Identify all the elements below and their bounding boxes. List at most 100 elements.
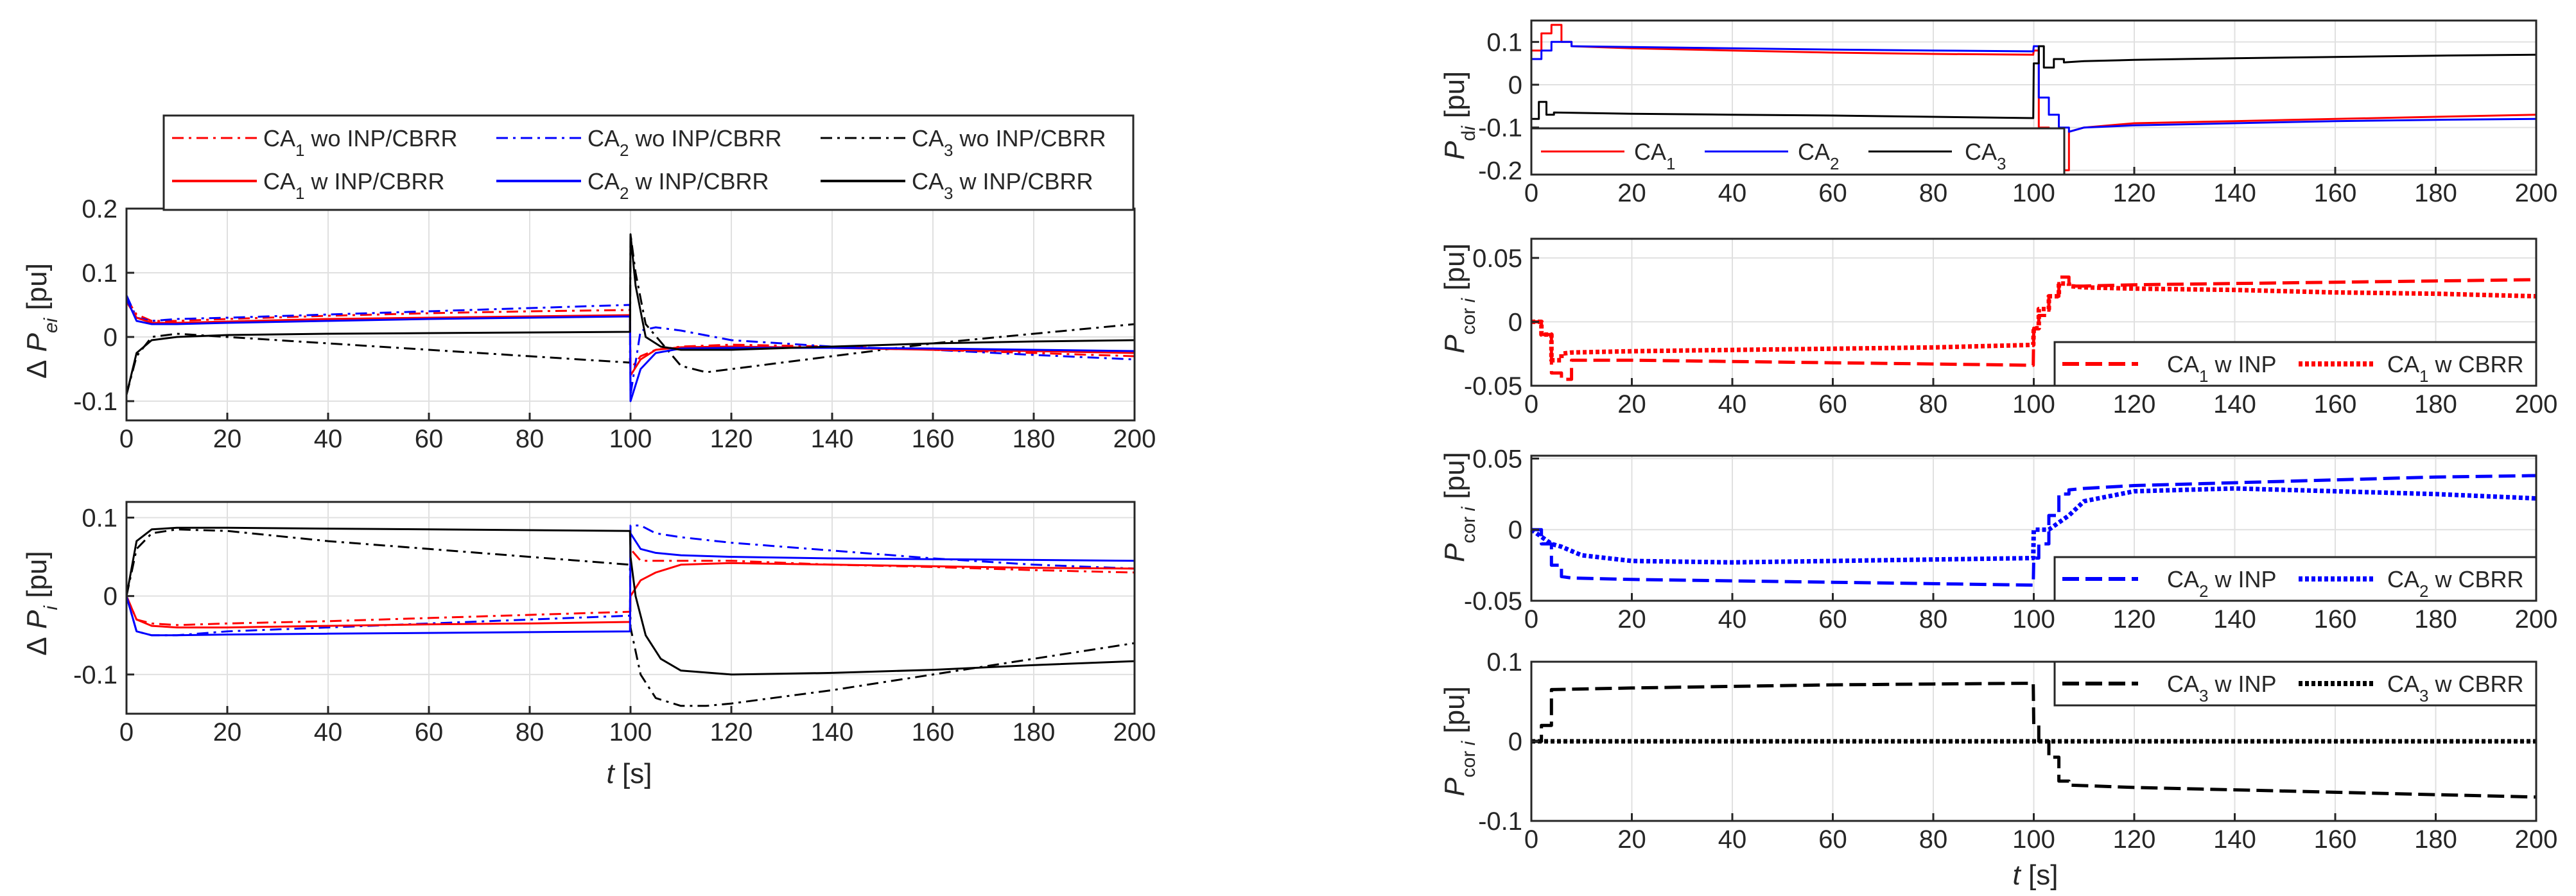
- legend: CA1 wo INP/CBRR CA2 wo INP/CBRR CA3 wo I…: [162, 114, 1135, 211]
- y-axis-label: Pdi [pu]: [1439, 71, 1479, 160]
- legend: CA3 w INP CA3 w CBRR: [2053, 660, 2537, 707]
- x-tick-label: 80: [516, 718, 544, 746]
- x-tick-label: 160: [912, 425, 955, 453]
- x-tick-label: 120: [2113, 390, 2156, 418]
- x-tick-label: 120: [2113, 179, 2156, 207]
- x-tick-label: 0: [119, 425, 134, 453]
- y-tick-label: -0.1: [73, 661, 117, 689]
- x-tick-label: 0: [1524, 179, 1538, 207]
- x-tick-label: 100: [2012, 605, 2055, 633]
- x-tick-label: 200: [2515, 390, 2558, 418]
- y-tick-label: 0.1: [1486, 648, 1522, 676]
- series-line-ca1-w-cbrr: [1531, 281, 2537, 363]
- x-tick-label: 200: [1113, 425, 1156, 453]
- y-tick-label: -0.1: [73, 388, 117, 416]
- y-tick-label: 0.1: [82, 259, 117, 288]
- x-tick-label: 80: [1919, 825, 1948, 854]
- plot-delta-p: 0 20 40 60 80 100 120 140 160 180 200 0.1 0 -0.1 Δ Pi…: [21, 501, 1156, 789]
- legend: CA2 w INP CA2 w CBRR: [2053, 556, 2537, 602]
- x-tick-label: 60: [1818, 605, 1847, 633]
- legend: CA1 w INP CA1 w CBRR: [2053, 341, 2537, 387]
- x-tick-label: 160: [2314, 179, 2357, 207]
- x-tick-label: 200: [2515, 825, 2558, 854]
- y-tick-label: -0.1: [1478, 114, 1522, 142]
- x-tick-label: 20: [1617, 605, 1646, 633]
- x-tick-label: 60: [1818, 390, 1847, 418]
- x-tick-label: 160: [912, 718, 955, 746]
- x-tick-label: 120: [710, 425, 753, 453]
- y-tick-label: 0: [1508, 728, 1522, 756]
- x-tick-label: 120: [710, 718, 753, 746]
- series-line-ca3-w-inp: [1531, 682, 2537, 799]
- y-axis-label: Δ Pei [pu]: [21, 263, 62, 379]
- y-tick-label: 0: [1508, 308, 1522, 336]
- x-tick-label: 140: [811, 425, 854, 453]
- x-tick-label: 100: [2012, 179, 2055, 207]
- x-tick-label: 100: [2012, 390, 2055, 418]
- series-line-ca3-w-inp-cbrr: [125, 526, 1135, 676]
- x-tick-label: 100: [609, 718, 652, 746]
- x-tick-label: 180: [2414, 390, 2457, 418]
- x-tick-label: 180: [1013, 425, 1056, 453]
- x-tick-label: 60: [1818, 179, 1847, 207]
- y-tick-label: 0.2: [82, 195, 117, 223]
- x-tick-label: 0: [1524, 605, 1538, 633]
- x-tick-label: 80: [516, 425, 544, 453]
- y-tick-label: 0: [103, 583, 117, 611]
- x-tick-label: 20: [213, 425, 242, 453]
- x-tick-label: 40: [314, 425, 343, 453]
- y-tick-label: -0.1: [1478, 807, 1522, 836]
- x-tick-label: 100: [2012, 825, 2055, 854]
- y-tick-label: 0.05: [1472, 245, 1522, 273]
- x-tick-label: 20: [213, 718, 242, 746]
- x-axis-label: t [s]: [2013, 859, 2058, 891]
- y-tick-label: 0.1: [82, 504, 117, 532]
- series-line-ca2-w-inp-cbrr: [125, 532, 1135, 637]
- legend: CA1 CA2 CA3: [1530, 127, 2066, 176]
- x-tick-label: 200: [2515, 605, 2558, 633]
- x-tick-label: 140: [811, 718, 854, 746]
- y-axis-label: Pcor i [pu]: [1439, 686, 1479, 797]
- x-tick-label: 180: [2414, 605, 2457, 633]
- x-tick-label: 180: [1013, 718, 1056, 746]
- x-tick-label: 40: [1718, 825, 1747, 854]
- x-tick-label: 40: [1718, 605, 1747, 633]
- x-tick-label: 120: [2113, 605, 2156, 633]
- x-tick-label: 20: [1617, 825, 1646, 854]
- series-line-ca2-w-inp: [1531, 474, 2537, 587]
- x-tick-label: 140: [2213, 605, 2256, 633]
- x-tick-label: 0: [1524, 390, 1538, 418]
- y-axis-label: Δ Pi [pu]: [21, 551, 62, 655]
- x-tick-label: 40: [1718, 179, 1747, 207]
- y-tick-label: 0.1: [1486, 28, 1522, 56]
- x-tick-label: 160: [2314, 825, 2357, 854]
- x-tick-label: 0: [119, 718, 134, 746]
- x-tick-label: 80: [1919, 179, 1948, 207]
- y-tick-label: -0.05: [1464, 587, 1522, 616]
- y-tick-label: 0.05: [1472, 445, 1522, 473]
- x-tick-label: 20: [1617, 390, 1646, 418]
- series-line-ca3: [1531, 45, 2537, 120]
- y-axis-label: Pcor i [pu]: [1439, 243, 1479, 354]
- x-tick-label: 0: [1524, 825, 1538, 854]
- x-tick-label: 80: [1919, 605, 1948, 633]
- x-tick-label: 140: [2213, 825, 2256, 854]
- x-tick-label: 180: [2414, 825, 2457, 854]
- x-tick-label: 60: [415, 718, 444, 746]
- x-tick-label: 140: [2213, 390, 2256, 418]
- x-tick-label: 40: [1718, 390, 1747, 418]
- plot-p-d: 0 20 40 60 80 100 120 140 160 180 2000.10-0.1-0.2 …: [1439, 19, 2558, 207]
- x-tick-label: 200: [2515, 179, 2558, 207]
- series-line-ca2-w-inp-cbrr: [125, 298, 1135, 402]
- x-tick-label: 60: [415, 425, 444, 453]
- x-tick-label: 160: [2314, 390, 2357, 418]
- x-axis-label: t [s]: [607, 758, 652, 789]
- y-tick-label: 0: [103, 323, 117, 352]
- x-tick-label: 100: [609, 425, 652, 453]
- x-tick-label: 140: [2213, 179, 2256, 207]
- legend-box: [162, 114, 1135, 211]
